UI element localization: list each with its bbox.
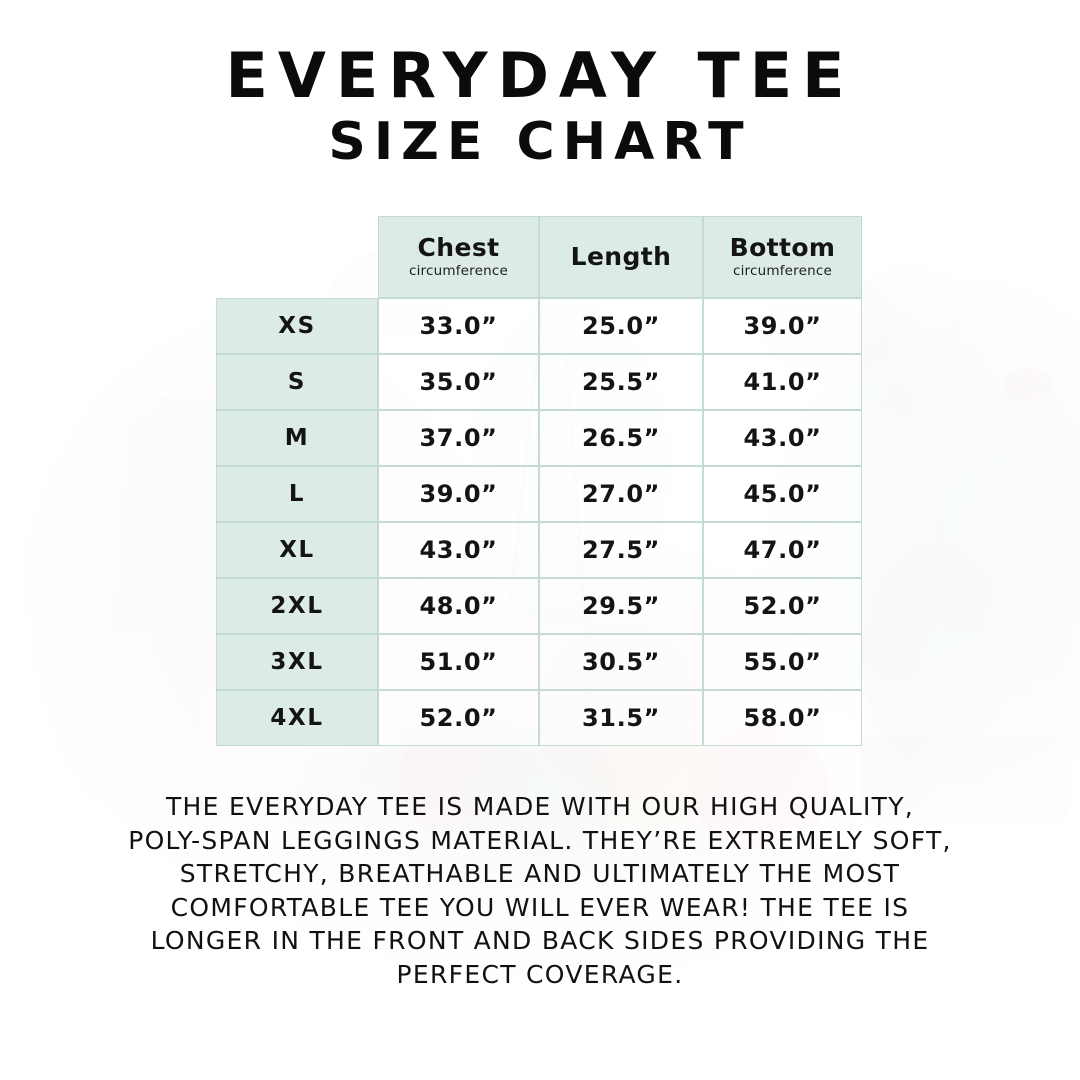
header-cell-empty [216,216,378,298]
description-line: POLY-SPAN LEGGINGS MATERIAL. THEY’RE EXT… [128,825,952,855]
row-chest-value: 33.0” [378,298,539,354]
table-row: 3XL 51.0” 30.5” 55.0” [216,634,862,690]
row-chest-value: 51.0” [378,634,539,690]
row-length-value: 30.5” [539,634,703,690]
row-chest-value: 52.0” [378,690,539,746]
row-bottom-value: 43.0” [703,410,862,466]
cactus-paddle-right-edge [862,540,1012,770]
row-size-label: L [216,466,378,522]
title-line-1: EVERYDAY TEE [225,39,855,112]
description-line: STRETCHY, BREATHABLE AND ULTIMATELY THE … [179,859,901,888]
header-length-title: Length [570,241,672,271]
row-bottom-value: 45.0” [703,466,862,522]
row-length-value: 29.5” [539,578,703,634]
row-length-value: 25.5” [539,354,703,410]
row-size-label: XS [216,298,378,354]
row-chest-value: 37.0” [378,410,539,466]
table-row: L 39.0” 27.0” 45.0” [216,466,862,522]
leaf-shape-left [103,394,229,736]
row-chest-value: 39.0” [378,466,539,522]
row-size-label: 2XL [216,578,378,634]
row-chest-value: 35.0” [378,354,539,410]
table-header: Chest circumference Length Bottom circum… [216,216,862,298]
cactus-flower-right [1002,368,1054,400]
row-length-value: 26.5” [539,410,703,466]
cactus-paddle-right-large [930,440,1080,700]
row-size-label: XL [216,522,378,578]
description-line: THE EVERYDAY TEE IS MADE WITH OUR HIGH Q… [165,792,915,821]
table-header-row: Chest circumference Length Bottom circum… [216,216,862,298]
row-bottom-value: 52.0” [703,578,862,634]
table-row: 2XL 48.0” 29.5” 52.0” [216,578,862,634]
row-size-label: 3XL [216,634,378,690]
cactus-paddle-right-top [845,265,965,415]
table-row: S 35.0” 25.5” 41.0” [216,354,862,410]
description-line: LONGER IN THE FRONT AND BACK SIDES PROVI… [150,926,930,955]
header-chest-title: Chest [417,232,500,262]
table-row: XL 43.0” 27.5” 47.0” [216,522,862,578]
row-bottom-value: 55.0” [703,634,862,690]
row-size-label: M [216,410,378,466]
description-line: COMFORTABLE TEE YOU WILL EVER WEAR! THE … [170,892,910,922]
table-row: XS 33.0” 25.0” 39.0” [216,298,862,354]
row-length-value: 31.5” [539,690,703,746]
table-row: M 37.0” 26.5” 43.0” [216,410,862,466]
header-cell-bottom: Bottom circumference [703,216,862,298]
row-bottom-value: 47.0” [703,522,862,578]
header-cell-chest: Chest circumference [378,216,539,298]
row-length-value: 27.5” [539,522,703,578]
size-chart-table: Chest circumference Length Bottom circum… [216,216,862,746]
row-length-value: 25.0” [539,298,703,354]
cactus-paddle-right-small [990,385,1080,500]
size-chart-table-wrapper: Chest circumference Length Bottom circum… [216,216,862,746]
row-bottom-value: 58.0” [703,690,862,746]
table-body: XS 33.0” 25.0” 39.0” S 35.0” 25.5” 41.0”… [216,298,862,746]
row-size-label: S [216,354,378,410]
table-row: 4XL 52.0” 31.5” 58.0” [216,690,862,746]
header-bottom-title: Bottom [729,232,836,262]
header-chest-note: circumference [408,263,509,280]
description-line: PERFECT COVERAGE. [396,959,684,989]
row-chest-value: 43.0” [378,522,539,578]
row-size-label: 4XL [216,690,378,746]
row-chest-value: 48.0” [378,578,539,634]
header-cell-length: Length [539,216,703,298]
title-line-2: SIZE CHART [328,112,752,173]
header-bottom-note: circumference [732,263,833,280]
page-title: EVERYDAY TEE SIZE CHART [0,39,1080,173]
row-bottom-value: 41.0” [703,354,862,410]
row-length-value: 27.0” [539,466,703,522]
row-bottom-value: 39.0” [703,298,862,354]
product-description: THE EVERYDAY TEE IS MADE WITH OUR HIGH Q… [90,790,990,991]
